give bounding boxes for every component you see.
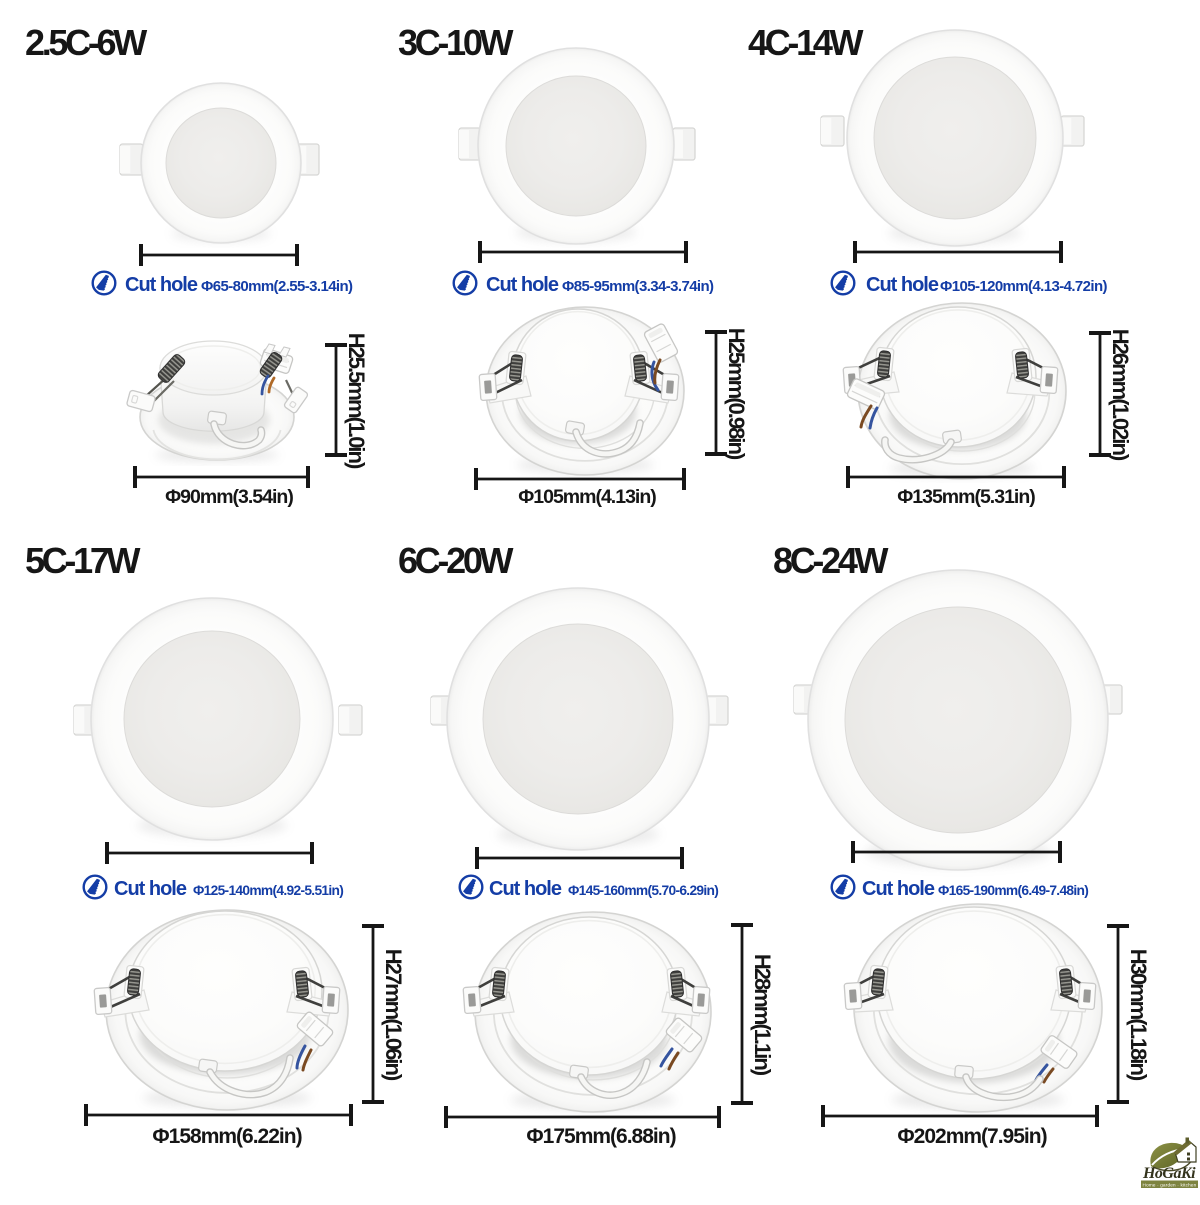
svg-text:Φ135mm(5.31in): Φ135mm(5.31in) bbox=[897, 486, 1035, 508]
svg-text:4C-14W: 4C-14W bbox=[748, 22, 864, 63]
svg-text:H25.5mm(1.0in): H25.5mm(1.0in) bbox=[344, 333, 369, 469]
svg-text:Φ125-140mm(4.92-5.51in): Φ125-140mm(4.92-5.51in) bbox=[193, 883, 343, 898]
svg-text:Cut hole: Cut hole bbox=[114, 878, 187, 900]
svg-text:H26mm(1.02in): H26mm(1.02in) bbox=[1108, 329, 1133, 461]
svg-text:H30mm(1.18in): H30mm(1.18in) bbox=[1126, 949, 1151, 1081]
svg-text:Cut hole: Cut hole bbox=[125, 274, 198, 296]
svg-text:H25mm(0.98in): H25mm(0.98in) bbox=[724, 328, 749, 460]
svg-text:Φ90mm(3.54in): Φ90mm(3.54in) bbox=[165, 486, 293, 508]
svg-text:Φ202mm(7.95in): Φ202mm(7.95in) bbox=[897, 1125, 1046, 1148]
svg-text:Cut hole: Cut hole bbox=[486, 274, 559, 296]
svg-text:8C-24W: 8C-24W bbox=[773, 540, 889, 581]
svg-text:Φ105mm(4.13in): Φ105mm(4.13in) bbox=[518, 486, 656, 508]
svg-text:Φ158mm(6.22in): Φ158mm(6.22in) bbox=[152, 1125, 301, 1148]
svg-text:Φ65-80mm(2.55-3.14in): Φ65-80mm(2.55-3.14in) bbox=[201, 278, 353, 295]
svg-text:Φ165-190mm(6.49-7.48in): Φ165-190mm(6.49-7.48in) bbox=[938, 883, 1088, 898]
svg-text:Cut hole: Cut hole bbox=[866, 274, 939, 296]
svg-text:6C-20W: 6C-20W bbox=[398, 540, 514, 581]
svg-text:Φ175mm(6.88in): Φ175mm(6.88in) bbox=[526, 1125, 675, 1148]
svg-text:5C-17W: 5C-17W bbox=[25, 540, 141, 581]
svg-text:HoGaKi: HoGaKi bbox=[1142, 1165, 1196, 1182]
svg-text:2.5C-6W: 2.5C-6W bbox=[25, 22, 147, 63]
svg-text:Cut hole: Cut hole bbox=[862, 878, 935, 900]
svg-text:Φ105-120mm(4.13-4.72in): Φ105-120mm(4.13-4.72in) bbox=[940, 278, 1108, 295]
svg-text:3C-10W: 3C-10W bbox=[398, 22, 514, 63]
svg-text:Φ85-95mm(3.34-3.74in): Φ85-95mm(3.34-3.74in) bbox=[562, 278, 714, 295]
svg-text:Home · garden · kitchen: Home · garden · kitchen bbox=[1143, 1182, 1197, 1187]
svg-text:Cut hole: Cut hole bbox=[489, 878, 562, 900]
svg-text:Φ145-160mm(5.70-6.29in): Φ145-160mm(5.70-6.29in) bbox=[568, 883, 718, 898]
svg-text:H28mm(1.1in): H28mm(1.1in) bbox=[750, 954, 775, 1076]
svg-text:H27mm(1.06in): H27mm(1.06in) bbox=[381, 949, 406, 1081]
